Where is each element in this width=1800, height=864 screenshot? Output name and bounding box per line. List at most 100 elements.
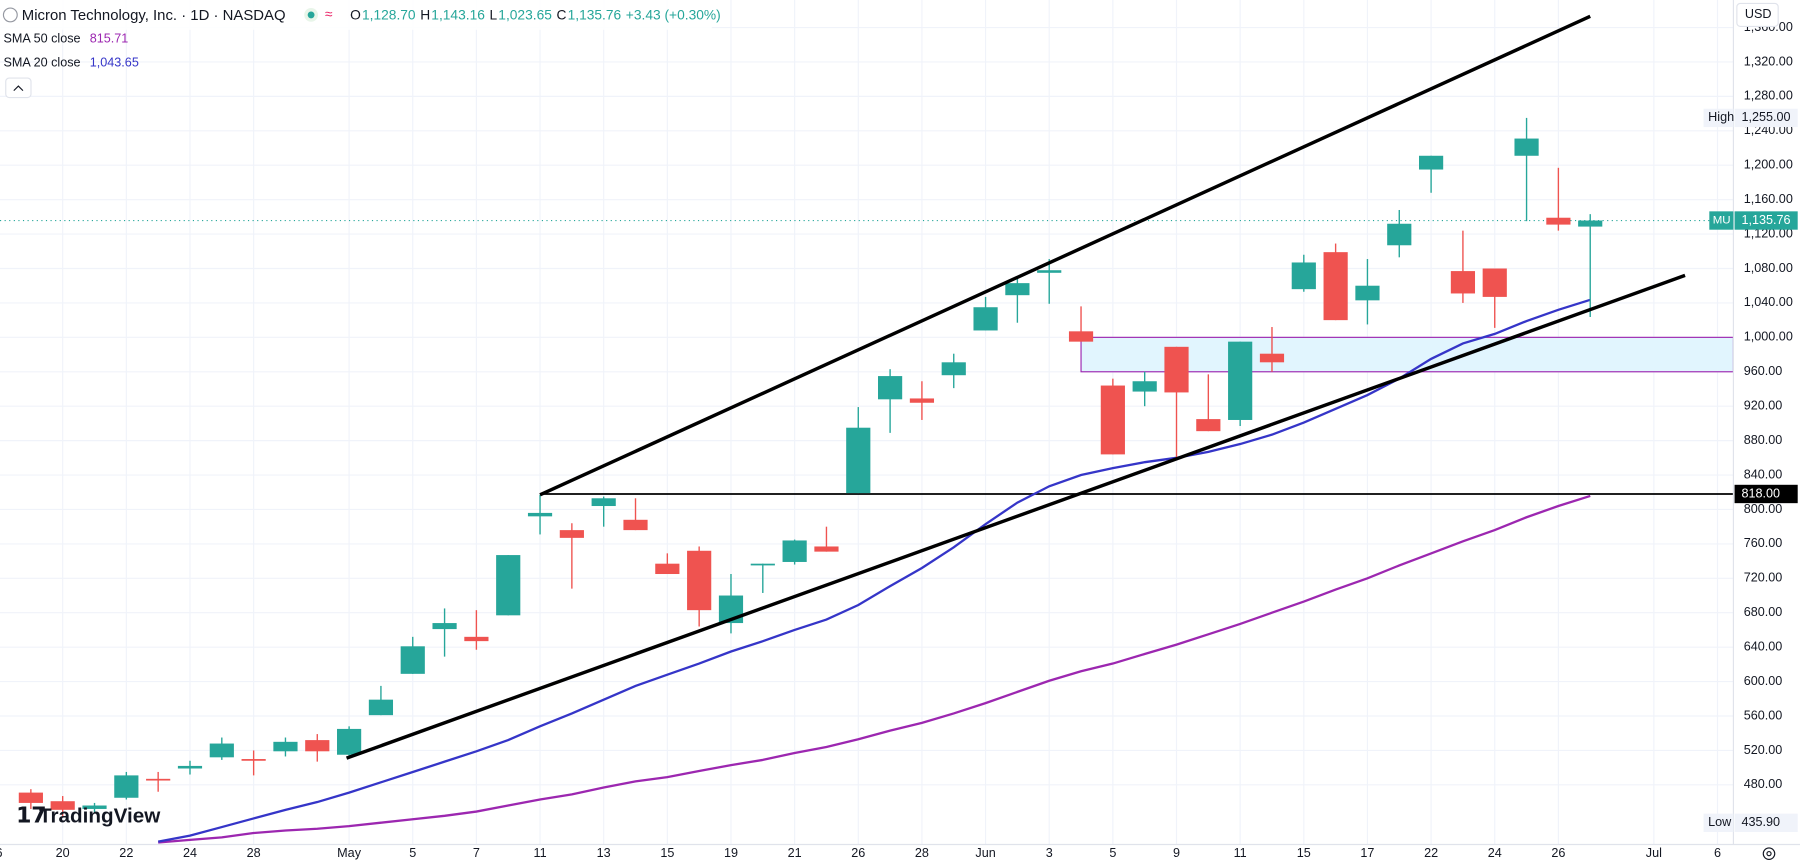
x-tick-label: 15 <box>1297 846 1311 860</box>
candle-body <box>909 398 935 403</box>
candle-body <box>464 636 489 642</box>
price-label: 818.00 <box>1741 486 1780 500</box>
candle-body <box>146 778 171 781</box>
currency-button[interactable] <box>1736 2 1779 27</box>
settings-icon[interactable] <box>1762 847 1776 860</box>
candle-body <box>941 362 966 376</box>
candle-body <box>878 376 903 400</box>
candle-body <box>400 646 425 674</box>
x-tick-label: 11 <box>533 846 546 860</box>
candle-body <box>1291 262 1316 290</box>
y-tick-label: 960.00 <box>1744 364 1783 378</box>
x-tick-label: May <box>337 846 362 860</box>
x-tick-label: 7 <box>473 846 480 860</box>
candle-body <box>337 728 362 755</box>
sma-line <box>157 298 1591 843</box>
currency[interactable]: USD <box>1745 7 1772 21</box>
price-label-name-bg <box>1703 813 1734 832</box>
candle-body <box>1355 285 1380 301</box>
candle-body <box>82 805 107 809</box>
candle-body <box>687 550 712 611</box>
ohlc-value: 1,128.70 <box>362 8 416 23</box>
ohlc-key: O <box>350 8 361 23</box>
candle-body <box>1005 283 1030 296</box>
axis-bg <box>1733 0 1800 864</box>
collapse-button[interactable] <box>5 77 32 99</box>
symbol-icon <box>2 7 18 23</box>
x-tick-label: Jul <box>1646 846 1662 860</box>
x-tick-label: 15 <box>660 846 674 860</box>
ohlc-value: 1,135.76 <box>568 8 622 23</box>
candle-body <box>209 743 234 758</box>
y-tick-label: 1,000.00 <box>1744 330 1793 344</box>
price-label: 1,255.00 <box>1741 110 1790 124</box>
y-tick-label: 1,080.00 <box>1744 261 1793 275</box>
candle-body <box>305 740 330 752</box>
candle-body <box>1132 381 1157 392</box>
candle-body <box>432 623 457 630</box>
y-tick-label: 1,160.00 <box>1744 192 1793 206</box>
candle-body <box>1450 271 1476 294</box>
candle-body <box>1387 223 1412 246</box>
price-label-bg <box>1734 813 1798 832</box>
candle-body <box>846 427 871 494</box>
indicator-value: 815.71 <box>90 31 129 45</box>
symbol-title: Micron Technology, Inc. · 1D · NASDAQ <box>22 8 286 24</box>
indicator-value: 1,043.65 <box>90 55 139 69</box>
ohlc-value: 1,023.65 <box>498 8 552 23</box>
x-tick-label: 24 <box>183 846 197 860</box>
ohlc-key: H <box>420 8 430 23</box>
y-tick-label: 920.00 <box>1744 399 1783 413</box>
x-tick-label: 28 <box>247 846 261 860</box>
candle-body <box>973 307 998 331</box>
x-tick-label: 26 <box>1551 846 1565 860</box>
ohlc-change: +3.43 (+0.30%) <box>626 8 721 23</box>
x-tick-label: 22 <box>119 846 133 860</box>
y-tick-label: 1,280.00 <box>1744 89 1793 103</box>
price-label-name-bg <box>1703 108 1734 128</box>
candle-body <box>1037 270 1062 273</box>
trendline <box>539 14 1591 497</box>
x-tick-label: 26 <box>851 846 865 860</box>
candle-body <box>50 801 75 810</box>
y-tick-label: 600.00 <box>1744 674 1783 688</box>
x-tick-label: 19 <box>724 846 738 860</box>
ohlc-value: 1,143.16 <box>431 8 485 23</box>
candle-body <box>368 699 394 716</box>
candle-body <box>1482 268 1507 297</box>
y-tick-label: 1,320.00 <box>1744 54 1793 68</box>
candle-body <box>1514 138 1539 156</box>
candle-body <box>177 765 203 769</box>
y-tick-label: 840.00 <box>1744 467 1783 481</box>
candle-body <box>114 775 139 798</box>
y-tick-label: 640.00 <box>1744 639 1783 653</box>
settings-icon[interactable] <box>1766 851 1772 857</box>
x-tick-label: 6 <box>0 846 3 860</box>
candle-body <box>241 759 266 761</box>
candle-body <box>591 498 616 507</box>
plot-area <box>0 0 1734 845</box>
price-label-bg <box>1734 211 1798 230</box>
candle-body <box>1419 155 1444 170</box>
y-tick-label: 1,200.00 <box>1744 158 1793 172</box>
x-tick-label: Jun <box>975 846 995 860</box>
candle-body <box>655 563 680 575</box>
collapse-icon[interactable] <box>13 85 24 92</box>
candle-body <box>623 519 648 531</box>
price-label-name: Low <box>1708 815 1732 829</box>
price-label: 435.90 <box>1741 815 1780 829</box>
x-tick-label: 28 <box>915 846 929 860</box>
price-label-name: MU <box>1713 215 1731 227</box>
ohlc-key: L <box>489 8 497 23</box>
candle-body <box>559 530 584 538</box>
y-tick-label: 720.00 <box>1744 571 1783 585</box>
x-tick-label: 13 <box>597 846 611 860</box>
brand-logo: 𝟭𝟳 <box>16 803 46 828</box>
x-tick-label: 11 <box>1234 846 1247 860</box>
candle-body <box>527 512 553 517</box>
candle-body <box>273 741 298 752</box>
price-label-bg <box>1734 108 1798 128</box>
